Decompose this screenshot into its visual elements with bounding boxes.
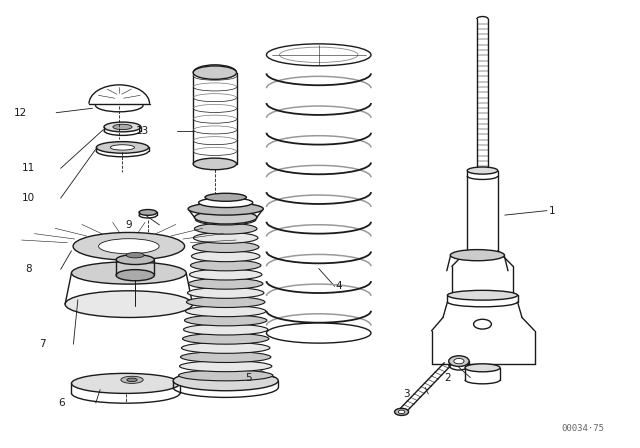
- Ellipse shape: [467, 167, 498, 174]
- Ellipse shape: [189, 269, 262, 280]
- Ellipse shape: [139, 210, 157, 215]
- Ellipse shape: [193, 233, 258, 243]
- Ellipse shape: [454, 358, 464, 364]
- Ellipse shape: [113, 124, 132, 129]
- Text: 10: 10: [22, 193, 35, 203]
- Ellipse shape: [110, 145, 134, 150]
- Ellipse shape: [465, 364, 500, 372]
- Ellipse shape: [198, 198, 253, 207]
- Text: 11: 11: [22, 164, 35, 173]
- Ellipse shape: [116, 270, 154, 281]
- Ellipse shape: [195, 223, 257, 234]
- Text: 00034·75: 00034·75: [561, 424, 604, 433]
- Ellipse shape: [191, 260, 261, 271]
- Ellipse shape: [195, 211, 257, 224]
- Ellipse shape: [65, 291, 193, 318]
- Text: 5: 5: [245, 373, 252, 383]
- Ellipse shape: [398, 410, 404, 414]
- Ellipse shape: [266, 44, 371, 66]
- Ellipse shape: [193, 241, 259, 253]
- Ellipse shape: [188, 288, 264, 298]
- Ellipse shape: [474, 319, 492, 329]
- Ellipse shape: [184, 324, 268, 335]
- Ellipse shape: [182, 342, 270, 353]
- Text: 2: 2: [444, 373, 451, 383]
- Ellipse shape: [186, 297, 265, 307]
- Ellipse shape: [97, 142, 148, 153]
- Ellipse shape: [394, 408, 408, 415]
- Ellipse shape: [449, 356, 469, 366]
- Ellipse shape: [179, 370, 273, 381]
- Ellipse shape: [447, 290, 518, 300]
- Ellipse shape: [99, 239, 159, 254]
- Ellipse shape: [126, 253, 144, 258]
- Text: 9: 9: [125, 220, 132, 230]
- Ellipse shape: [121, 376, 143, 383]
- Text: 8: 8: [25, 264, 31, 275]
- Text: 1: 1: [549, 206, 556, 215]
- Ellipse shape: [205, 193, 246, 201]
- Ellipse shape: [188, 278, 263, 289]
- Text: 6: 6: [59, 398, 65, 408]
- Ellipse shape: [173, 370, 278, 391]
- Ellipse shape: [116, 255, 154, 264]
- Ellipse shape: [451, 250, 504, 261]
- Ellipse shape: [184, 315, 267, 326]
- Text: 12: 12: [14, 108, 27, 118]
- Ellipse shape: [193, 66, 237, 79]
- Ellipse shape: [104, 122, 141, 132]
- Text: 4: 4: [336, 281, 342, 291]
- Ellipse shape: [280, 47, 358, 62]
- Ellipse shape: [188, 202, 263, 215]
- Ellipse shape: [180, 361, 272, 372]
- Ellipse shape: [195, 214, 256, 225]
- Ellipse shape: [266, 323, 371, 343]
- Ellipse shape: [73, 233, 184, 260]
- Ellipse shape: [186, 306, 266, 317]
- Ellipse shape: [191, 251, 260, 262]
- Ellipse shape: [72, 262, 186, 284]
- Text: 13: 13: [136, 125, 150, 135]
- Ellipse shape: [72, 373, 180, 393]
- Text: 3: 3: [403, 389, 410, 399]
- Ellipse shape: [182, 333, 269, 344]
- Ellipse shape: [127, 378, 137, 382]
- Ellipse shape: [180, 352, 271, 362]
- Text: 7: 7: [40, 339, 46, 349]
- Ellipse shape: [193, 158, 237, 170]
